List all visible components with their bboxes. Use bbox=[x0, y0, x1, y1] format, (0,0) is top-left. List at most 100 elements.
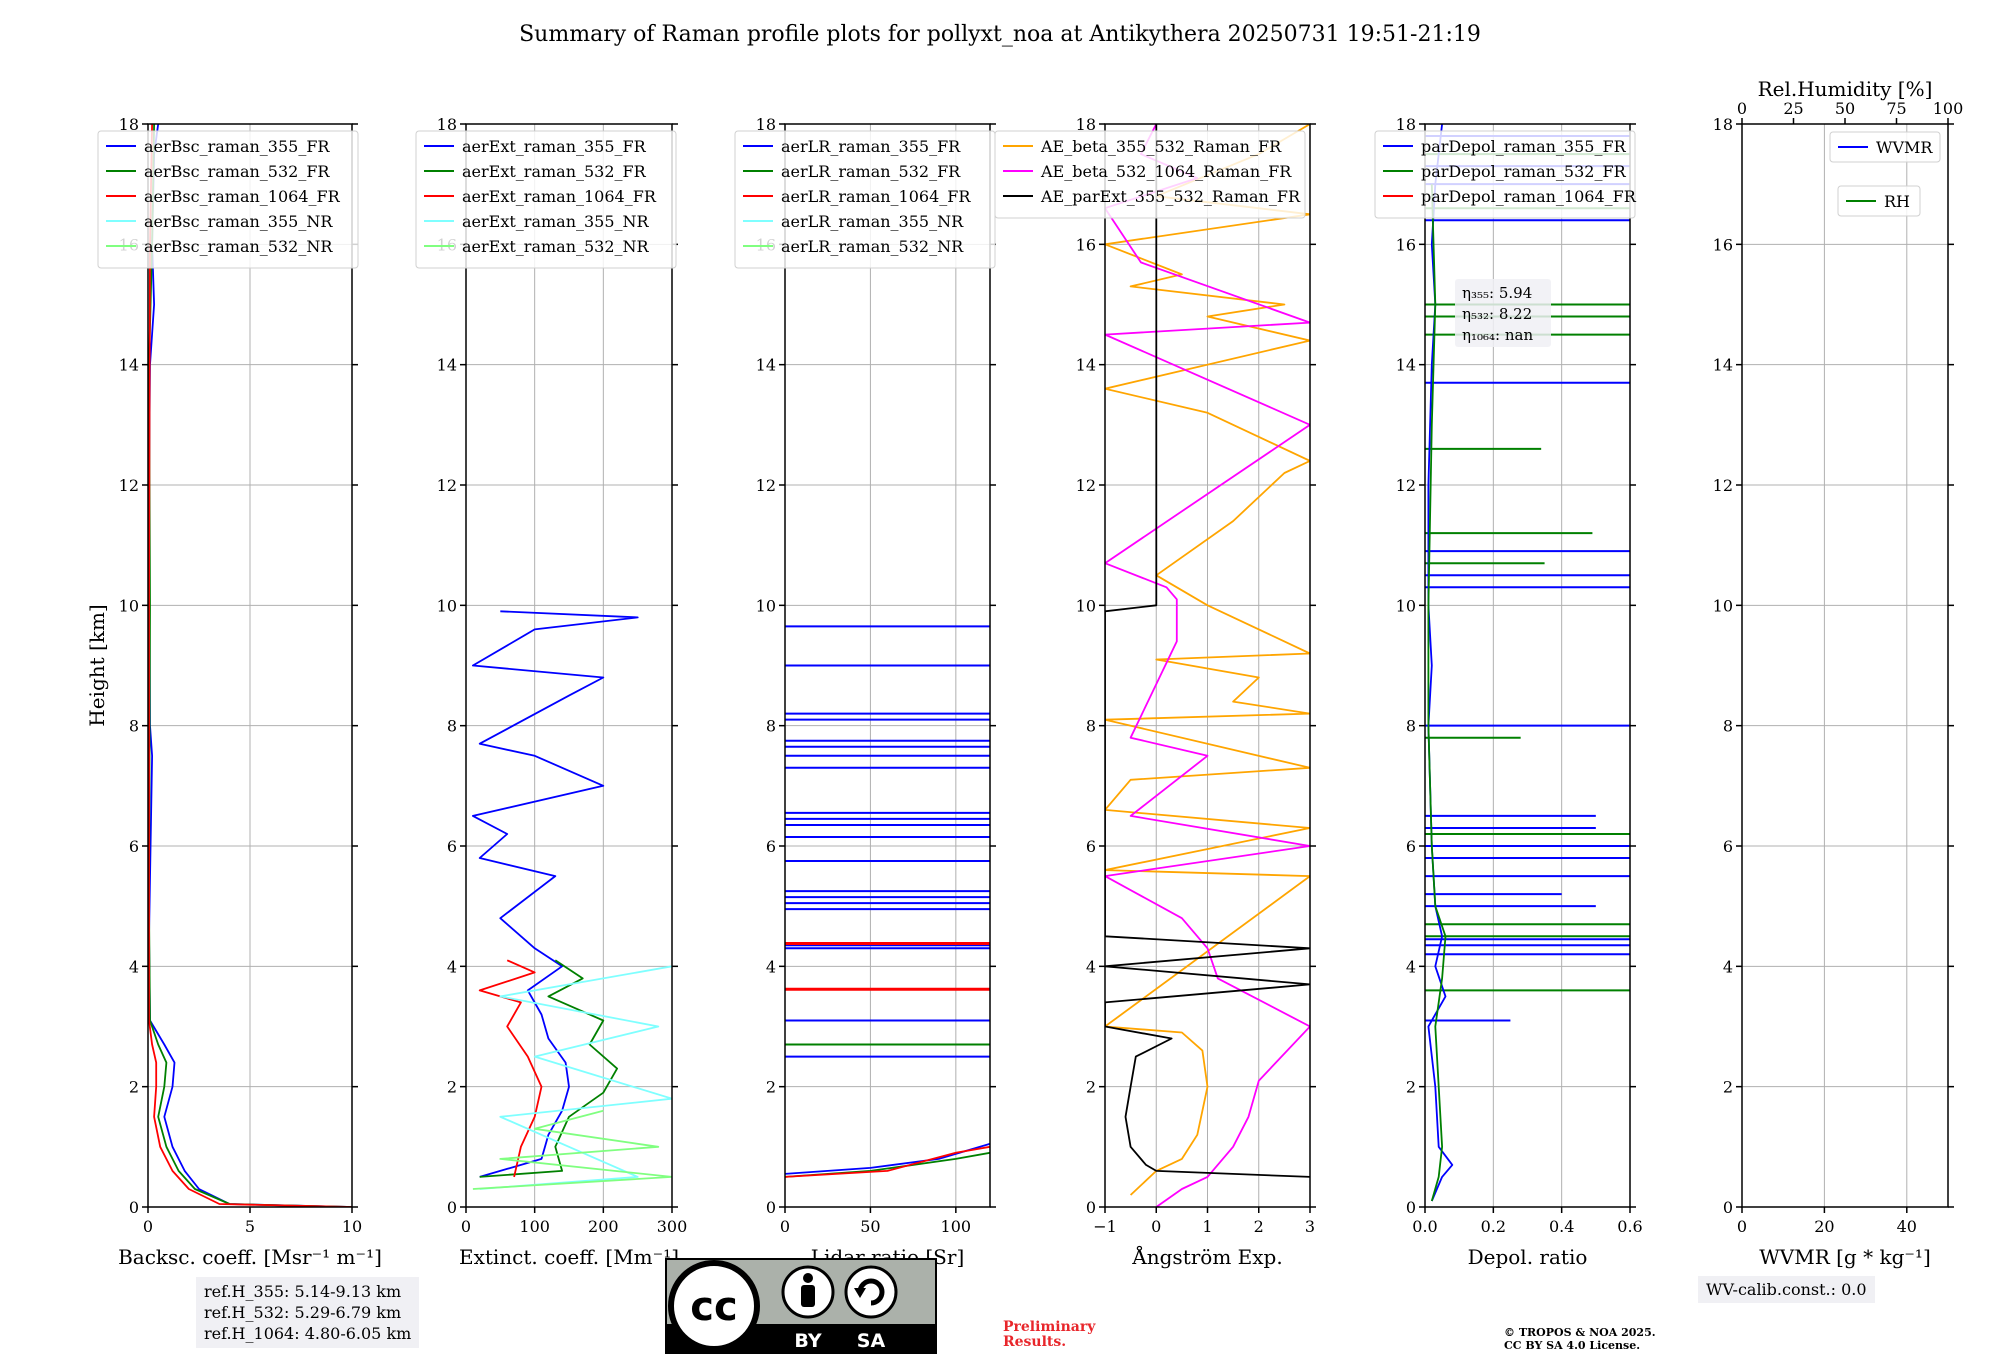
y-tick-label: 10 bbox=[756, 596, 776, 615]
y-tick-label: 16 bbox=[1713, 235, 1733, 254]
data-layer bbox=[148, 124, 352, 1207]
legend-label: aerExt_raman_355_FR bbox=[462, 137, 647, 156]
legend-label: aerLR_raman_355_FR bbox=[781, 137, 961, 156]
legend-label: aerBsc_raman_1064_FR bbox=[144, 187, 341, 206]
y-tick-label: 8 bbox=[1723, 717, 1733, 736]
legend-label: AE_parExt_355_532_Raman_FR bbox=[1040, 187, 1301, 206]
legend-box bbox=[1837, 185, 1921, 217]
series-AE_beta_355_532_Raman_FR bbox=[1105, 124, 1310, 1196]
x-tick-label: 0.2 bbox=[1481, 1217, 1506, 1236]
x-tick-label: 200 bbox=[588, 1217, 619, 1236]
axes-frame bbox=[784, 123, 991, 1208]
legend-label: AE_beta_355_532_Raman_FR bbox=[1040, 137, 1282, 156]
x-tick-label: 5 bbox=[245, 1217, 255, 1236]
panel-ext: 0246810121416180100200300Extinct. coeff.… bbox=[415, 115, 687, 1269]
x-tick-label: 100 bbox=[941, 1217, 972, 1236]
y-tick-label: 8 bbox=[1086, 717, 1096, 736]
preliminary-line-1: Preliminary bbox=[1003, 1319, 1096, 1335]
legend-box bbox=[97, 130, 359, 269]
y-tick-label: 0 bbox=[447, 1198, 457, 1217]
x-axis-label: Extinct. coeff. [Mm⁻¹] bbox=[459, 1245, 679, 1269]
series-aerExt_raman_532_NR bbox=[472, 1109, 672, 1190]
y-tick-label: 6 bbox=[1086, 837, 1096, 856]
x-tick-label: 0.4 bbox=[1549, 1217, 1574, 1236]
legend-label: aerExt_raman_532_NR bbox=[462, 237, 650, 256]
legend-label: aerLR_raman_532_NR bbox=[781, 237, 964, 256]
x-tick-label: 40 bbox=[1897, 1217, 1917, 1236]
y-tick-label: 2 bbox=[1406, 1078, 1416, 1097]
legend-label: aerBsc_raman_532_FR bbox=[144, 162, 330, 181]
panel-lr: 024681012141618050100Lidar ratio [Sr]aer… bbox=[734, 115, 996, 1269]
legend-box bbox=[415, 130, 677, 269]
legend-box bbox=[1829, 131, 1941, 163]
y-axis-label: Height [km] bbox=[85, 604, 109, 726]
cc-text: cc bbox=[690, 1284, 737, 1330]
y-tick-label: 10 bbox=[437, 596, 457, 615]
y-tick-label: 6 bbox=[1406, 837, 1416, 856]
y-tick-label: 2 bbox=[1086, 1078, 1096, 1097]
y-tick-label: 6 bbox=[129, 837, 139, 856]
legend: aerExt_raman_355_FR aerExt_raman_532_FRae… bbox=[415, 130, 677, 269]
legend-label: WVMR bbox=[1876, 138, 1933, 157]
legend-label: parDepol_raman_532_FR bbox=[1421, 162, 1627, 181]
x-tick-label: 0 bbox=[780, 1217, 790, 1236]
y-tick-label: 10 bbox=[119, 596, 139, 615]
axes-frame bbox=[1424, 123, 1631, 1208]
y-tick-label: 10 bbox=[1713, 596, 1733, 615]
x-tick-label: 3 bbox=[1305, 1217, 1315, 1236]
y-tick-label: 18 bbox=[1713, 115, 1733, 134]
y-tick-label: 18 bbox=[119, 115, 139, 134]
eta-532: η₅₃₂: 8.22 bbox=[1462, 305, 1532, 323]
cc-license-logo: cc BY SA bbox=[665, 1258, 937, 1354]
y-tick-label: 0 bbox=[1406, 1198, 1416, 1217]
ref-h-355: ref.H_355: 5.14-9.13 km bbox=[204, 1282, 402, 1301]
legend-label: aerBsc_raman_355_NR bbox=[144, 212, 333, 231]
y-tick-label: 12 bbox=[119, 476, 139, 495]
y-tick-label: 18 bbox=[437, 115, 457, 134]
legend: AE_beta_355_532_Raman_FR AE_beta_532_1064… bbox=[994, 130, 1306, 219]
x-tick-label: 0 bbox=[1737, 1217, 1747, 1236]
x-tick-label: 20 bbox=[1814, 1217, 1834, 1236]
copyright-line-2: CC BY SA 4.0 License. bbox=[1504, 1339, 1641, 1352]
legend-label: aerLR_raman_1064_FR bbox=[781, 187, 971, 206]
x-tick-label: 2 bbox=[1254, 1217, 1264, 1236]
legend-wvmr: WVMR bbox=[1829, 131, 1941, 163]
copyright-note: © TROPOS & NOA 2025. CC BY SA 4.0 Licens… bbox=[1504, 1326, 1656, 1352]
legend: aerLR_raman_355_FR aerLR_raman_532_FR aerL… bbox=[734, 130, 996, 269]
y-tick-label: 12 bbox=[1076, 476, 1096, 495]
top-x-tick-label: 25 bbox=[1783, 99, 1803, 118]
y-tick-label: 12 bbox=[437, 476, 457, 495]
y-tick-label: 6 bbox=[766, 837, 776, 856]
y-tick-label: 10 bbox=[1396, 596, 1416, 615]
wv-calib-box: WV-calib.const.: 0.0 bbox=[1698, 1276, 1875, 1303]
legend-label: aerExt_raman_532_FR bbox=[462, 162, 647, 181]
legend-label: parDepol_raman_1064_FR bbox=[1421, 187, 1637, 206]
x-tick-label: 0.6 bbox=[1617, 1217, 1642, 1236]
y-tick-label: 8 bbox=[129, 717, 139, 736]
y-tick-label: 18 bbox=[1076, 115, 1096, 134]
y-tick-label: 12 bbox=[756, 476, 776, 495]
x-axis-label: Backsc. coeff. [Msr⁻¹ m⁻¹] bbox=[118, 1245, 382, 1269]
axes-frame bbox=[465, 123, 673, 1208]
x-tick-label: 10 bbox=[342, 1217, 362, 1236]
y-tick-label: 8 bbox=[766, 717, 776, 736]
y-tick-label: 12 bbox=[1396, 476, 1416, 495]
top-x-axis-label: Rel.Humidity [%] bbox=[1758, 77, 1933, 101]
series-aerExt_raman_355_FR bbox=[472, 610, 639, 1178]
y-tick-label: 12 bbox=[1713, 476, 1733, 495]
series-AE_beta_532_1064_Raman_FR bbox=[1105, 124, 1310, 1207]
legend-label: aerExt_raman_355_NR bbox=[462, 212, 650, 231]
y-tick-label: 0 bbox=[766, 1198, 776, 1217]
legend-label: aerExt_raman_1064_FR bbox=[462, 187, 657, 206]
legend: parDepol_raman_355_FR parDepol_raman_532_… bbox=[1374, 130, 1637, 219]
x-tick-label: 0 bbox=[461, 1217, 471, 1236]
y-tick-label: 8 bbox=[447, 717, 457, 736]
x-tick-label: 0.0 bbox=[1412, 1217, 1437, 1236]
x-tick-label: 1 bbox=[1202, 1217, 1212, 1236]
y-tick-label: 6 bbox=[1723, 837, 1733, 856]
series-aerExt_raman_532_FR bbox=[479, 959, 618, 1178]
ref-h-1064: ref.H_1064: 4.80-6.05 km bbox=[204, 1324, 412, 1343]
series-parDepol_raman_355_FR bbox=[1427, 124, 1454, 1202]
y-tick-label: 16 bbox=[1396, 235, 1416, 254]
